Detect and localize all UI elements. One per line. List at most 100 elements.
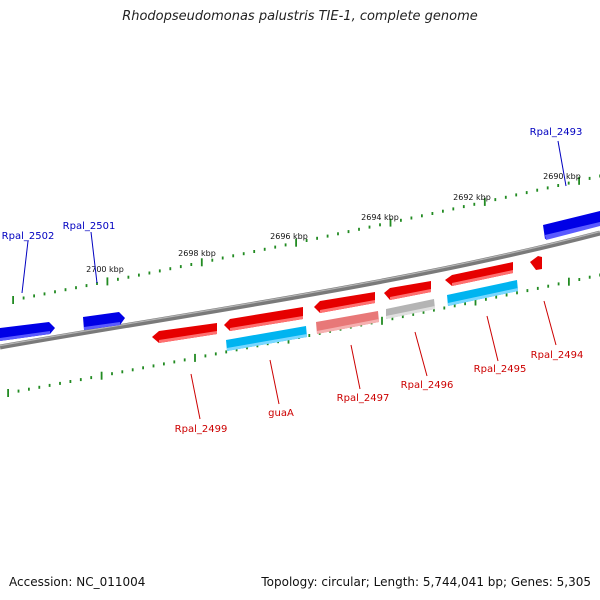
forward-scale-minor-tick [347, 230, 350, 234]
gene-rpal-2497-feature[interactable] [314, 292, 375, 313]
forward-scale-major-tick [12, 296, 14, 304]
forward-scale-major-tick [389, 218, 392, 227]
forward-scale-minor-tick [546, 186, 549, 190]
forward-scale-minor-tick [567, 181, 570, 185]
gene-label-rpal-2502[interactable]: Rpal_2502 [2, 231, 55, 242]
reverse-scale-minor-tick [485, 297, 487, 301]
reverse-scale-minor-tick [433, 308, 435, 312]
gene-label-rpal-2501[interactable]: Rpal_2501 [63, 221, 116, 232]
gene-rpal-2501-feature[interactable] [83, 312, 125, 330]
forward-scale-minor-tick [169, 267, 172, 271]
reverse-scale-minor-tick [142, 366, 144, 370]
reverse-scale-minor-tick [588, 275, 591, 279]
reverse-scale-major-tick [568, 277, 570, 286]
gene-rpal-2494-feature[interactable] [530, 256, 542, 270]
leader-line-rpal-2501 [90, 231, 98, 284]
reverse-scale-minor-tick [443, 306, 446, 310]
reverse-scale-minor-tick [121, 370, 124, 374]
gene-label-rpal-2499[interactable]: Rpal_2499 [175, 424, 228, 435]
reverse-scale-minor-tick [516, 291, 518, 295]
reverse-scale-minor-tick [173, 360, 176, 364]
forward-scale-minor-tick [263, 247, 266, 251]
forward-scale-minor-tick [515, 193, 518, 197]
reverse-scale-minor-tick [48, 383, 51, 387]
leader-line-rpal-2494 [543, 300, 557, 346]
reverse-scale-major-tick [194, 353, 196, 362]
reverse-scale-minor-tick [246, 346, 248, 350]
reverse-scale-minor-tick [28, 387, 30, 391]
forward-scale-major-tick [578, 176, 580, 185]
cds-guaa-feature[interactable] [226, 326, 307, 351]
forward-scale-minor-tick [33, 294, 35, 298]
gene-guaa-feature[interactable] [224, 307, 303, 331]
map-title: Rhodopseudomonas palustris TIE-1, comple… [122, 9, 478, 24]
gene-rpal-2493-feature[interactable] [543, 211, 600, 240]
forward-scale-minor-tick [127, 275, 130, 279]
forward-scale-minor-tick [400, 218, 402, 222]
scale-label-2698: 2698 kbp [178, 249, 216, 258]
reverse-scale-minor-tick [163, 362, 165, 366]
forward-scale-minor-tick [316, 236, 318, 240]
forward-scale-minor-tick [190, 263, 193, 266]
reverse-scale-minor-tick [412, 312, 415, 316]
forward-scale-minor-tick [253, 250, 256, 253]
forward-scale-minor-tick [242, 252, 245, 256]
forward-scale-minor-tick [221, 256, 224, 260]
leader-line-rpal-2493 [557, 140, 567, 187]
gene-rpal-2495-feature[interactable] [445, 262, 513, 286]
cds-rpal-2495-feature[interactable] [447, 280, 518, 306]
forward-scale-minor-tick [379, 223, 381, 227]
reverse-scale-minor-tick [79, 378, 82, 382]
forward-scale-minor-tick [536, 188, 539, 192]
gene-label-rpal-2497[interactable]: Rpal_2497 [337, 393, 390, 404]
forward-scale-major-tick [483, 197, 486, 206]
forward-scale-minor-tick [442, 209, 444, 213]
reverse-scale-minor-tick [152, 364, 155, 368]
forward-scale-minor-tick [452, 207, 455, 211]
forward-scale-minor-tick [358, 227, 360, 231]
forward-scale-minor-tick [557, 184, 560, 187]
forward-scale-minor-tick [96, 282, 98, 285]
reverse-scale-minor-tick [225, 350, 228, 354]
reverse-scale-minor-tick [38, 385, 41, 389]
cds-rpal-2497-feature[interactable] [316, 311, 379, 334]
forward-scale-minor-tick [22, 296, 25, 300]
reverse-scale-major-tick [100, 371, 103, 380]
forward-scale-minor-tick [326, 234, 329, 238]
forward-scale-minor-tick [504, 195, 507, 199]
scale-label-2692: 2692 kbp [453, 193, 491, 202]
gene-label-rpal-2493[interactable]: Rpal_2493 [530, 127, 583, 138]
genome-summary-text: Topology: circular; Length: 5,744,041 bp… [261, 575, 591, 589]
reverse-scale-minor-tick [422, 310, 425, 314]
gene-label-rpal-2496[interactable]: Rpal_2496 [401, 380, 454, 391]
forward-scale-minor-tick [588, 176, 591, 180]
forward-scale-minor-tick [85, 284, 88, 288]
forward-scale-minor-tick [431, 212, 434, 215]
forward-scale-minor-tick [148, 271, 151, 275]
leader-line-rpal-2497 [350, 344, 361, 390]
forward-scale-minor-tick [494, 198, 497, 202]
reverse-scale-minor-tick [495, 295, 498, 299]
gene-label-guaa[interactable]: guaA [268, 408, 294, 419]
reverse-scale-major-tick [474, 297, 477, 306]
gene-rpal-2496-feature[interactable] [384, 281, 431, 300]
reverse-scale-minor-tick [183, 358, 186, 362]
gene-label-rpal-2495[interactable]: Rpal_2495 [474, 364, 527, 375]
gene-label-rpal-2494[interactable]: Rpal_2494 [531, 350, 584, 361]
gene-rpal-2499-feature[interactable] [152, 323, 217, 343]
forward-scale-minor-tick [305, 239, 308, 242]
leader-line-rpal-2495 [486, 315, 499, 362]
reverse-scale-minor-tick [69, 380, 72, 383]
reverse-scale-minor-tick [464, 302, 466, 306]
gene-rpal-2502-feature[interactable] [0, 322, 55, 341]
reverse-scale-minor-tick [557, 282, 560, 286]
scale-label-2690: 2690 kbp [543, 172, 581, 181]
scale-label-2696: 2696 kbp [270, 232, 308, 241]
reverse-scale-minor-tick [505, 293, 508, 297]
forward-scale-minor-tick [117, 277, 119, 281]
pseudo-rpal-2496-feature[interactable] [386, 299, 435, 319]
leader-line-rpal-2496 [414, 331, 428, 377]
reverse-scale-minor-tick [391, 317, 394, 321]
reverse-scale-major-tick [381, 316, 383, 325]
